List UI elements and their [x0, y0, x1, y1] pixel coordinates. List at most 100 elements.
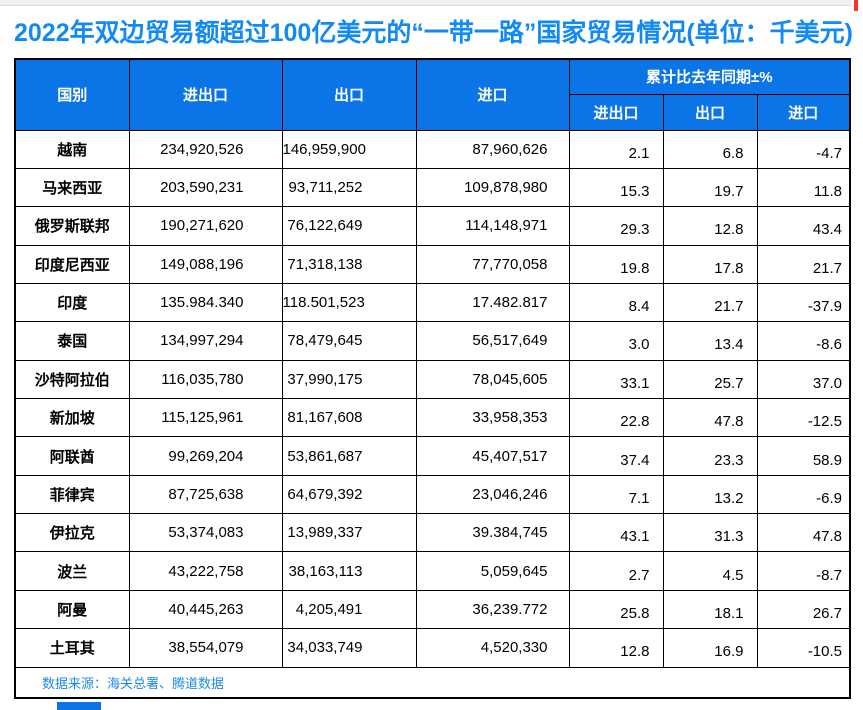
export-cell: 78,479,645 — [281, 321, 417, 361]
total-trade-cell: 203,590,231 — [128, 167, 283, 208]
export-cell: 53,861,687 — [281, 436, 417, 476]
country-cell: 马来西亚 — [14, 167, 130, 208]
yoy-import-cell: 37.0 — [756, 359, 851, 400]
table-header: 国别 进出口 出口 进口 累计比去年同期±% 进出口 出口 进口 — [14, 58, 851, 131]
yoy-import-cell: -8.6 — [756, 321, 851, 361]
export-cell: 64,679,392 — [281, 474, 417, 515]
yoy-export-cell: 23.3 — [662, 436, 758, 476]
yoy-export-cell: 18.1 — [662, 589, 758, 630]
yoy-total-cell: 8.4 — [568, 282, 664, 323]
yoy-import-cell: 21.7 — [756, 244, 851, 284]
export-cell: 93,711,252 — [281, 167, 417, 208]
col-header-yoy-export: 出口 — [662, 93, 758, 131]
scroll-indicator — [854, 0, 858, 11]
table-row: 越南 234,920,526 146,959,900 87,960,626 2.… — [14, 129, 851, 169]
yoy-import-cell: -8.7 — [756, 551, 851, 591]
horizontal-scrollbar-track[interactable] — [0, 0, 852, 6]
table-row: 沙特阿拉伯 116,035,780 37,990,175 78,045,605 … — [14, 359, 851, 400]
col-header-export: 出口 — [281, 58, 417, 131]
yoy-export-cell: 19.7 — [662, 167, 758, 208]
yoy-import-cell: 11.8 — [756, 167, 851, 208]
yoy-total-cell: 7.1 — [568, 474, 664, 515]
import-cell: 77,770,058 — [415, 244, 570, 284]
table-body: 越南 234,920,526 146,959,900 87,960,626 2.… — [14, 129, 851, 668]
yoy-export-cell: 25.7 — [662, 359, 758, 400]
total-trade-cell: 190,271,620 — [128, 206, 283, 246]
yoy-export-cell: 12.8 — [662, 206, 758, 246]
country-cell: 土耳其 — [14, 628, 130, 668]
yoy-export-cell: 21.7 — [662, 282, 758, 323]
yoy-export-cell: 6.8 — [662, 129, 758, 169]
country-cell: 波兰 — [14, 551, 130, 591]
yoy-import-cell: -12.5 — [756, 398, 851, 438]
yoy-total-cell: 2.7 — [568, 551, 664, 591]
export-cell: 146,959,900 — [281, 129, 417, 169]
import-cell: 39.384,745 — [415, 513, 570, 553]
import-cell: 33,958,353 — [415, 398, 570, 438]
table-row: 菲律宾 87,725,638 64,679,392 23,046,246 7.1… — [14, 474, 851, 515]
country-cell: 伊拉克 — [14, 513, 130, 553]
country-cell: 泰国 — [14, 321, 130, 361]
sheet-scroll-thumb[interactable] — [57, 702, 101, 710]
table-row: 阿曼 40,445,263 4,205,491 36,239.772 25.8 … — [14, 589, 851, 630]
country-cell: 俄罗斯联邦 — [14, 206, 130, 246]
yoy-total-cell: 29.3 — [568, 206, 664, 246]
export-cell: 76,122,649 — [281, 206, 417, 246]
yoy-export-cell: 16.9 — [662, 628, 758, 668]
total-trade-cell: 87,725,638 — [128, 474, 283, 515]
source-note: 数据来源：海关总署、腾道数据 — [14, 666, 851, 699]
import-cell: 56,517,649 — [415, 321, 570, 361]
col-header-total: 进出口 — [128, 58, 283, 131]
country-cell: 菲律宾 — [14, 474, 130, 515]
import-cell: 4,520,330 — [415, 628, 570, 668]
total-trade-cell: 115,125,961 — [128, 398, 283, 438]
col-header-yoy-group: 累计比去年同期±% — [568, 58, 851, 95]
country-cell: 印度尼西亚 — [14, 244, 130, 284]
import-cell: 36,239.772 — [415, 589, 570, 630]
yoy-export-cell: 13.4 — [662, 321, 758, 361]
total-trade-cell: 40,445,263 — [128, 589, 283, 630]
yoy-export-cell: 4.5 — [662, 551, 758, 591]
yoy-import-cell: -10.5 — [756, 628, 851, 668]
country-cell: 阿曼 — [14, 589, 130, 630]
table-row: 土耳其 38,554,079 34,033,749 4,520,330 12.8… — [14, 628, 851, 668]
total-trade-cell: 149,088,196 — [128, 244, 283, 284]
total-trade-cell: 99,269,204 — [128, 436, 283, 476]
country-cell: 阿联酋 — [14, 436, 130, 476]
yoy-total-cell: 37.4 — [568, 436, 664, 476]
yoy-import-cell: 47.8 — [756, 513, 851, 553]
table-footer: 数据来源：海关总署、腾道数据 — [14, 666, 851, 699]
import-cell: 78,045,605 — [415, 359, 570, 400]
table-row: 俄罗斯联邦 190,271,620 76,122,649 114,148,971… — [14, 206, 851, 246]
yoy-export-cell: 13.2 — [662, 474, 758, 515]
import-cell: 5,059,645 — [415, 551, 570, 591]
total-trade-cell: 135.984.340 — [128, 282, 283, 323]
yoy-export-cell: 17.8 — [662, 244, 758, 284]
total-trade-cell: 116,035,780 — [128, 359, 283, 400]
col-header-yoy-total: 进出口 — [568, 93, 664, 131]
country-cell: 越南 — [14, 129, 130, 169]
yoy-total-cell: 43.1 — [568, 513, 664, 553]
yoy-total-cell: 12.8 — [568, 628, 664, 668]
col-header-yoy-import: 进口 — [756, 93, 851, 131]
export-cell: 4,205,491 — [281, 589, 417, 630]
table-row: 伊拉克 53,374,083 13,989,337 39.384,745 43.… — [14, 513, 851, 553]
trade-table: 国别 进出口 出口 进口 累计比去年同期±% 进出口 出口 进口 越南 234,… — [14, 58, 852, 700]
yoy-total-cell: 25.8 — [568, 589, 664, 630]
yoy-total-cell: 15.3 — [568, 167, 664, 208]
export-cell: 81,167,608 — [281, 398, 417, 438]
import-cell: 109,878,980 — [415, 167, 570, 208]
country-cell: 沙特阿拉伯 — [14, 359, 130, 400]
export-cell: 38,163,113 — [281, 551, 417, 591]
table-row: 新加坡 115,125,961 81,167,608 33,958,353 22… — [14, 398, 851, 438]
table-row: 印度 135.984.340 118.501,523 17.482.817 8.… — [14, 282, 851, 323]
table-row: 印度尼西亚 149,088,196 71,318,138 77,770,058 … — [14, 244, 851, 284]
country-cell: 印度 — [14, 282, 130, 323]
yoy-total-cell: 2.1 — [568, 129, 664, 169]
yoy-import-cell: 26.7 — [756, 589, 851, 630]
yoy-export-cell: 47.8 — [662, 398, 758, 438]
import-cell: 45,407,517 — [415, 436, 570, 476]
import-cell: 17.482.817 — [415, 282, 570, 323]
import-cell: 114,148,971 — [415, 206, 570, 246]
